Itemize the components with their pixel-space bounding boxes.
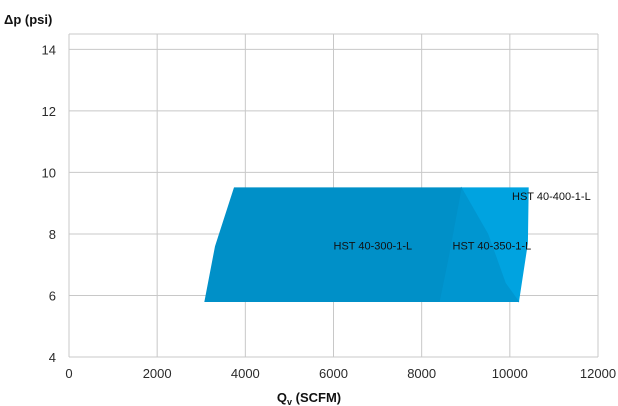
x-axis-title-main: Q bbox=[277, 390, 287, 405]
y-axis-title: Δp (psi) bbox=[4, 12, 52, 27]
y-tick-label: 10 bbox=[42, 165, 56, 180]
x-tick-label: 8000 bbox=[407, 366, 436, 381]
region-label: HST 40-400-1-L bbox=[512, 191, 591, 203]
x-axis-title-rest: (SCFM) bbox=[292, 390, 341, 405]
region-label: HST 40-350-1-L bbox=[453, 240, 532, 252]
x-tick-label: 12000 bbox=[580, 366, 616, 381]
y-tick-label: 6 bbox=[49, 288, 56, 303]
x-tick-label: 4000 bbox=[231, 366, 260, 381]
region-2 bbox=[204, 187, 462, 303]
region-label: HST 40-300-1-L bbox=[334, 240, 413, 252]
chart-regions bbox=[204, 186, 529, 303]
x-tick-label: 10000 bbox=[492, 366, 528, 381]
x-tick-label: 2000 bbox=[143, 366, 172, 381]
y-tick-label: 12 bbox=[42, 104, 56, 119]
x-tick-label: 0 bbox=[65, 366, 72, 381]
y-tick-label: 14 bbox=[42, 42, 56, 57]
y-tick-label: 8 bbox=[49, 227, 56, 242]
x-tick-label: 6000 bbox=[319, 366, 348, 381]
tick-labels: 0 2000 4000 6000 8000 10000 12000 4 6 8 10 12 14 bbox=[42, 42, 617, 381]
x-axis-title: Qv (SCFM) bbox=[277, 390, 341, 406]
x-axis-title-subscript: v bbox=[287, 397, 292, 406]
y-tick-label: 4 bbox=[49, 350, 56, 365]
region-labels: HST 40-400-1-L HST 40-350-1-L HST 40-300-1… bbox=[334, 191, 591, 252]
